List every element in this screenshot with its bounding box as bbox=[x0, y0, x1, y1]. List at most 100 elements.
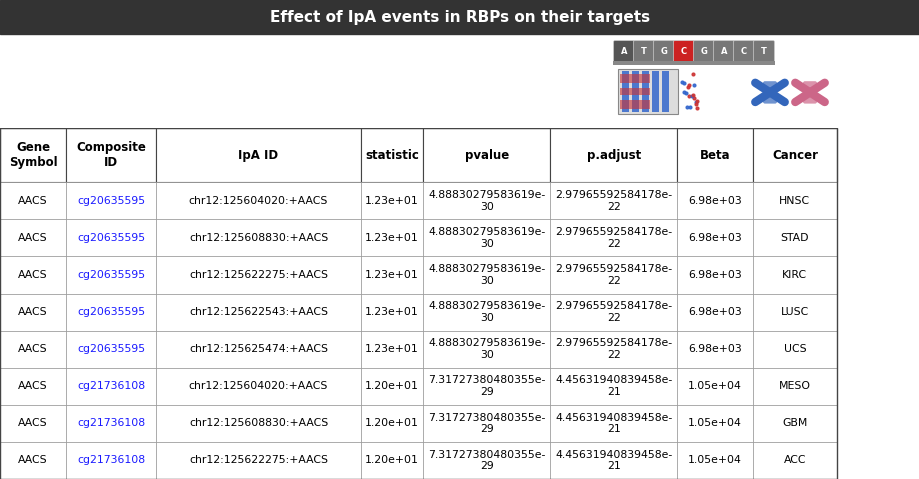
Text: 6.98e+03: 6.98e+03 bbox=[687, 307, 741, 317]
Text: 1.05e+04: 1.05e+04 bbox=[687, 381, 741, 391]
Bar bbox=[550, 128, 676, 182]
Bar bbox=[752, 368, 836, 405]
Bar bbox=[0, 219, 66, 256]
Text: 2.97965592584178e-
22: 2.97965592584178e- 22 bbox=[554, 227, 672, 249]
Text: T: T bbox=[641, 47, 646, 56]
Bar bbox=[550, 256, 676, 294]
FancyBboxPatch shape bbox=[673, 41, 694, 62]
Bar bbox=[66, 219, 156, 256]
Text: Effect of IpA events in RBPs on their targets: Effect of IpA events in RBPs on their ta… bbox=[269, 10, 650, 25]
Bar bbox=[66, 294, 156, 331]
Bar bbox=[662, 71, 668, 112]
Text: 1.23e+01: 1.23e+01 bbox=[365, 270, 418, 280]
FancyBboxPatch shape bbox=[753, 41, 774, 62]
Bar bbox=[423, 219, 550, 256]
Text: chr12:125604020:+AACS: chr12:125604020:+AACS bbox=[188, 381, 328, 391]
Text: 6.98e+03: 6.98e+03 bbox=[687, 196, 741, 206]
FancyBboxPatch shape bbox=[713, 41, 733, 62]
Bar bbox=[676, 182, 752, 219]
Bar bbox=[156, 368, 360, 405]
Bar bbox=[621, 71, 629, 112]
Bar bbox=[676, 405, 752, 442]
Bar bbox=[550, 294, 676, 331]
Bar bbox=[550, 368, 676, 405]
Text: chr12:125622543:+AACS: chr12:125622543:+AACS bbox=[188, 307, 328, 317]
Bar bbox=[360, 368, 423, 405]
Text: cg21736108: cg21736108 bbox=[77, 381, 145, 391]
Bar bbox=[423, 294, 550, 331]
Text: cg21736108: cg21736108 bbox=[77, 456, 145, 466]
Text: Cancer: Cancer bbox=[771, 148, 817, 161]
Bar bbox=[156, 256, 360, 294]
Bar bbox=[360, 219, 423, 256]
Text: 2.97965592584178e-
22: 2.97965592584178e- 22 bbox=[554, 190, 672, 212]
Bar bbox=[360, 294, 423, 331]
FancyBboxPatch shape bbox=[652, 41, 674, 62]
Text: G: G bbox=[699, 47, 707, 56]
Text: 1.20e+01: 1.20e+01 bbox=[365, 381, 418, 391]
Text: statistic: statistic bbox=[365, 148, 418, 161]
Bar bbox=[156, 219, 360, 256]
Bar bbox=[676, 442, 752, 479]
Text: C: C bbox=[680, 47, 686, 56]
Bar bbox=[676, 331, 752, 368]
Text: 4.45631940839458e-
21: 4.45631940839458e- 21 bbox=[554, 376, 672, 397]
Bar bbox=[156, 442, 360, 479]
Text: chr12:125604020:+AACS: chr12:125604020:+AACS bbox=[188, 196, 328, 206]
Text: 6.98e+03: 6.98e+03 bbox=[687, 344, 741, 354]
Bar bbox=[752, 219, 836, 256]
Text: 7.31727380480355e-
29: 7.31727380480355e- 29 bbox=[427, 376, 545, 397]
Text: HNSC: HNSC bbox=[778, 196, 810, 206]
Text: 7.31727380480355e-
29: 7.31727380480355e- 29 bbox=[427, 450, 545, 471]
FancyBboxPatch shape bbox=[802, 81, 816, 103]
Bar bbox=[752, 128, 836, 182]
Text: UCS: UCS bbox=[783, 344, 805, 354]
Bar bbox=[156, 182, 360, 219]
Text: C: C bbox=[740, 47, 746, 56]
Bar bbox=[66, 331, 156, 368]
Bar bbox=[550, 182, 676, 219]
Text: A: A bbox=[620, 47, 627, 56]
Bar bbox=[752, 182, 836, 219]
Text: cg20635595: cg20635595 bbox=[77, 196, 145, 206]
Bar bbox=[360, 442, 423, 479]
Bar bbox=[66, 256, 156, 294]
Text: KIRC: KIRC bbox=[781, 270, 807, 280]
Text: AACS: AACS bbox=[18, 456, 48, 466]
Text: 4.45631940839458e-
21: 4.45631940839458e- 21 bbox=[554, 412, 672, 434]
Bar bbox=[752, 442, 836, 479]
Text: 1.23e+01: 1.23e+01 bbox=[365, 233, 418, 243]
Bar bbox=[360, 182, 423, 219]
Text: 6.98e+03: 6.98e+03 bbox=[687, 233, 741, 243]
Text: 4.88830279583619e-
30: 4.88830279583619e- 30 bbox=[427, 338, 545, 360]
Bar bbox=[0, 128, 66, 182]
Bar bbox=[752, 294, 836, 331]
Bar bbox=[0, 405, 66, 442]
Bar bbox=[676, 128, 752, 182]
Text: chr12:125622275:+AACS: chr12:125622275:+AACS bbox=[188, 270, 328, 280]
Bar bbox=[619, 100, 650, 109]
Text: 1.05e+04: 1.05e+04 bbox=[687, 418, 741, 428]
Text: Composite
ID: Composite ID bbox=[76, 141, 146, 169]
Text: A: A bbox=[720, 47, 726, 56]
Bar bbox=[66, 182, 156, 219]
Text: 4.45631940839458e-
21: 4.45631940839458e- 21 bbox=[554, 450, 672, 471]
Bar bbox=[631, 71, 639, 112]
FancyBboxPatch shape bbox=[613, 41, 634, 62]
Bar bbox=[360, 128, 423, 182]
Text: T: T bbox=[760, 47, 766, 56]
FancyBboxPatch shape bbox=[732, 41, 754, 62]
Bar bbox=[618, 69, 677, 114]
Text: MESO: MESO bbox=[778, 381, 810, 391]
Text: chr12:125625474:+AACS: chr12:125625474:+AACS bbox=[188, 344, 328, 354]
Bar bbox=[676, 294, 752, 331]
Text: 2.97965592584178e-
22: 2.97965592584178e- 22 bbox=[554, 301, 672, 323]
Bar bbox=[360, 331, 423, 368]
Text: 1.23e+01: 1.23e+01 bbox=[365, 196, 418, 206]
Bar bbox=[612, 61, 774, 65]
Bar bbox=[423, 331, 550, 368]
Text: 1.20e+01: 1.20e+01 bbox=[365, 418, 418, 428]
Text: ACC: ACC bbox=[783, 456, 805, 466]
Text: 7.31727380480355e-
29: 7.31727380480355e- 29 bbox=[427, 412, 545, 434]
Text: 4.88830279583619e-
30: 4.88830279583619e- 30 bbox=[427, 190, 545, 212]
